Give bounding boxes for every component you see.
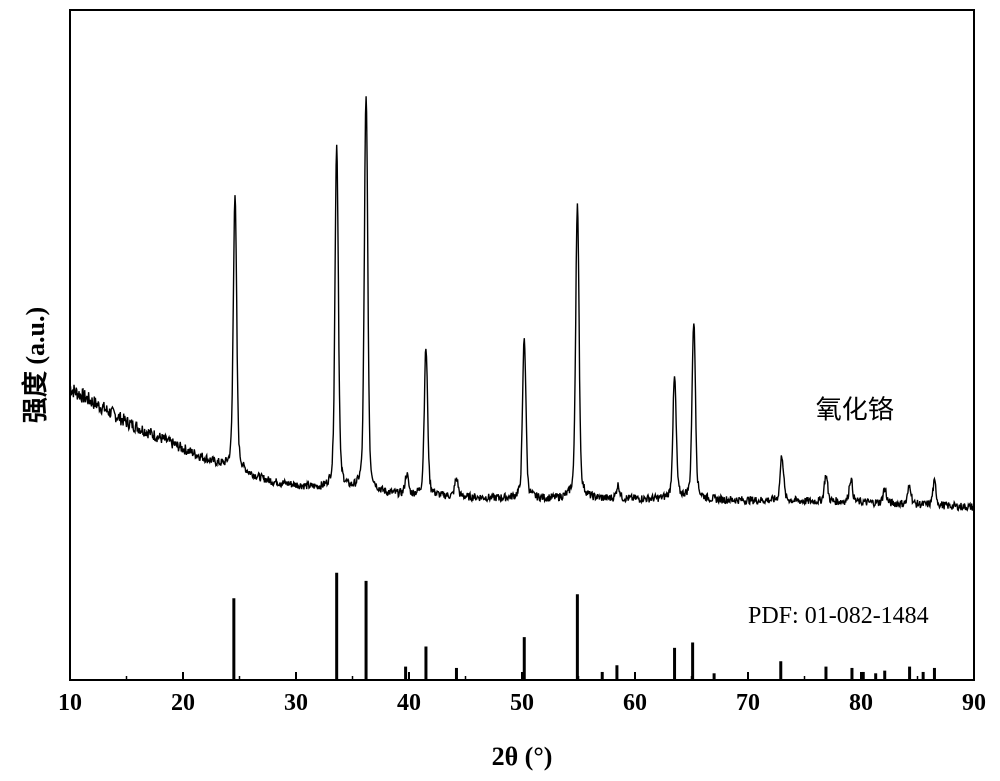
annotation-chromium-oxide: 氧化铬 — [816, 396, 894, 426]
x-tick-label: 10 — [58, 690, 82, 716]
x-tick-label: 30 — [284, 690, 308, 716]
x-tick-label: 20 — [171, 690, 195, 716]
x-tick-label: 50 — [510, 690, 534, 716]
annotation-pdf-card: PDF: 01-082-1484 — [748, 603, 929, 629]
x-tick-label: 90 — [962, 690, 986, 716]
x-tick-label: 80 — [849, 690, 873, 716]
reference-stick-group — [232, 572, 936, 680]
x-axis-label: 2θ (°) — [492, 742, 553, 771]
x-axis-ticks: 10 20 30 40 50 60 70 80 90 — [58, 672, 986, 716]
xrd-curve-group — [69, 96, 975, 512]
x-tick-label: 40 — [397, 690, 421, 716]
xrd-pattern-line — [69, 96, 975, 512]
x-tick-label: 60 — [623, 690, 647, 716]
plot-frame — [69, 9, 975, 681]
x-tick-label: 70 — [736, 690, 760, 716]
y-axis-label: 强度 (a.u.) — [20, 307, 50, 423]
